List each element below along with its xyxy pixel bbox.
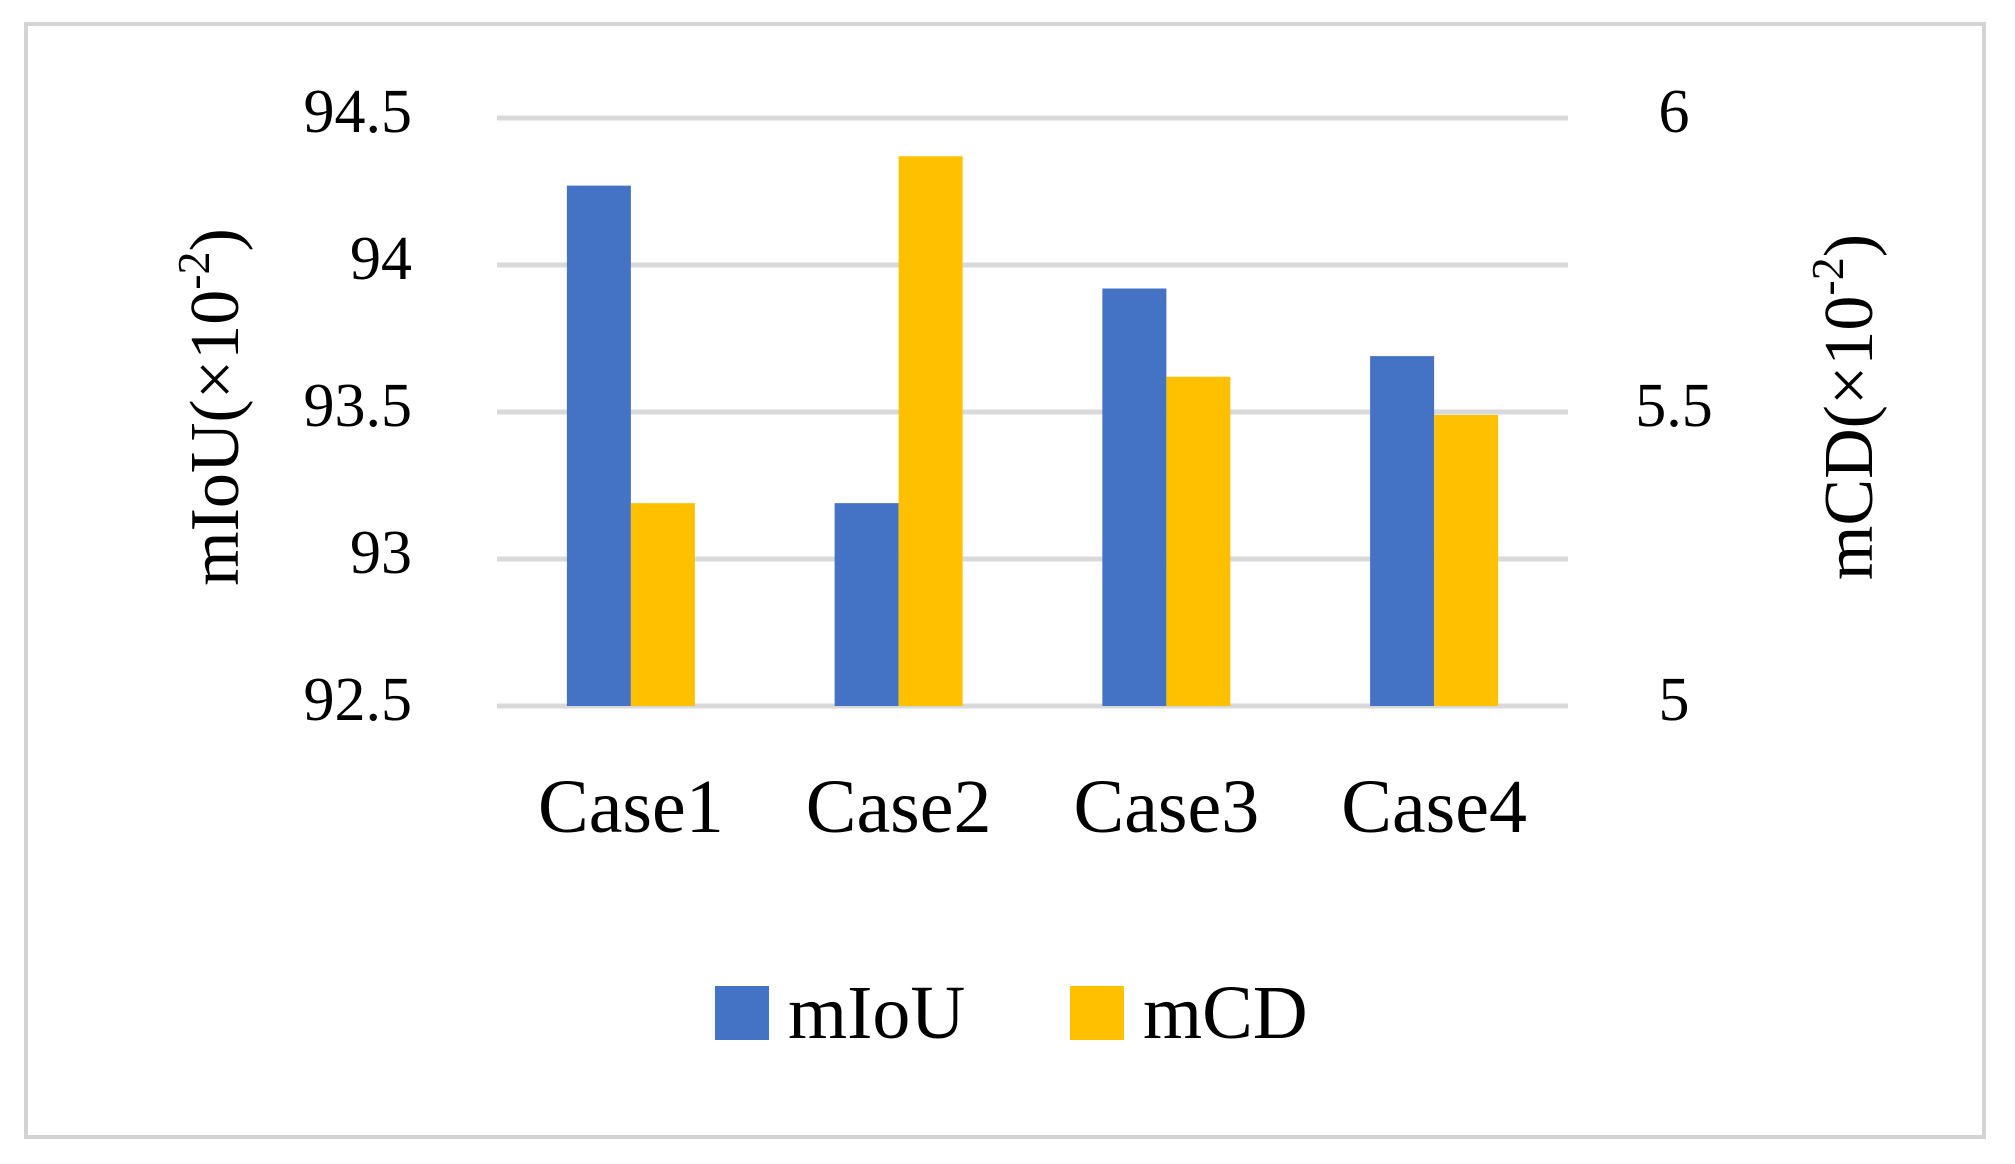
bar-mcd-case4 (1434, 414, 1499, 706)
bar-miou-case2 (834, 503, 899, 706)
left-tick-label: 93 (350, 519, 412, 587)
left-tick-label: 93.5 (304, 372, 413, 440)
legend-label-miou: mIoU (788, 971, 965, 1055)
legend-swatch-mcd (1070, 986, 1124, 1040)
left-tick-label: 92.5 (304, 666, 413, 734)
category-label: Case3 (1074, 765, 1260, 849)
right-axis-ticks: 55.56 (1635, 78, 1713, 734)
bar-miou-case1 (566, 185, 631, 706)
right-axis-title: mCD(×10-2) (1802, 234, 1889, 580)
category-labels: Case1 Case2 Case3 Case4 (538, 765, 1527, 849)
category-label: Case2 (806, 765, 992, 849)
left-tick-label: 94.5 (304, 78, 413, 146)
bar-mcd-case1 (630, 503, 695, 706)
bar-mcd-case2 (898, 156, 963, 707)
category-label: Case1 (538, 765, 724, 849)
bar-miou-case3 (1102, 288, 1167, 706)
bar-miou-case4 (1370, 356, 1435, 706)
right-tick-label: 6 (1659, 78, 1690, 146)
legend-swatch-miou (715, 986, 769, 1040)
left-axis-title: mIoU(×10-2) (168, 228, 255, 586)
left-tick-label: 94 (350, 225, 412, 293)
legend: mIoU mCD (715, 971, 1308, 1055)
right-tick-label: 5 (1659, 666, 1690, 734)
right-tick-label: 5.5 (1635, 372, 1713, 440)
category-label: Case4 (1341, 765, 1527, 849)
legend-label-mcd: mCD (1143, 971, 1308, 1055)
bars (566, 156, 1499, 707)
left-axis-ticks: 92.5 93 93.5 94 94.5 (304, 78, 413, 734)
bar-mcd-case3 (1166, 376, 1231, 706)
chart-frame (24, 22, 1986, 1139)
